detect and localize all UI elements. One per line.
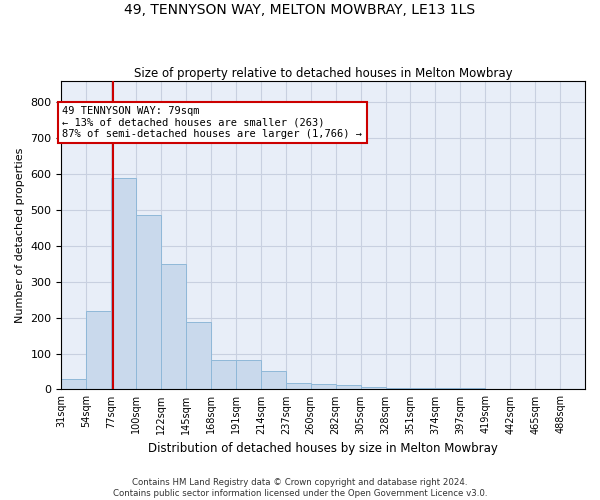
Bar bbox=[386, 388, 410, 390]
Text: 49, TENNYSON WAY, MELTON MOWBRAY, LE13 1LS: 49, TENNYSON WAY, MELTON MOWBRAY, LE13 1… bbox=[124, 2, 476, 16]
Bar bbox=[61, 378, 86, 390]
Bar bbox=[161, 264, 186, 390]
Bar bbox=[410, 388, 436, 390]
Text: Contains HM Land Registry data © Crown copyright and database right 2024.
Contai: Contains HM Land Registry data © Crown c… bbox=[113, 478, 487, 498]
Bar bbox=[436, 388, 460, 390]
Text: 49 TENNYSON WAY: 79sqm
← 13% of detached houses are smaller (263)
87% of semi-de: 49 TENNYSON WAY: 79sqm ← 13% of detached… bbox=[62, 106, 362, 139]
Bar bbox=[460, 388, 485, 390]
Title: Size of property relative to detached houses in Melton Mowbray: Size of property relative to detached ho… bbox=[134, 66, 512, 80]
Y-axis label: Number of detached properties: Number of detached properties bbox=[15, 148, 25, 322]
Bar bbox=[111, 178, 136, 390]
Bar bbox=[311, 384, 335, 390]
Bar bbox=[361, 386, 386, 390]
Bar bbox=[136, 216, 161, 390]
Bar bbox=[335, 385, 361, 390]
Bar bbox=[261, 371, 286, 390]
Bar bbox=[186, 322, 211, 390]
Bar bbox=[86, 311, 111, 390]
Bar bbox=[211, 360, 236, 390]
X-axis label: Distribution of detached houses by size in Melton Mowbray: Distribution of detached houses by size … bbox=[148, 442, 498, 455]
Bar bbox=[286, 383, 311, 390]
Bar bbox=[236, 360, 261, 390]
